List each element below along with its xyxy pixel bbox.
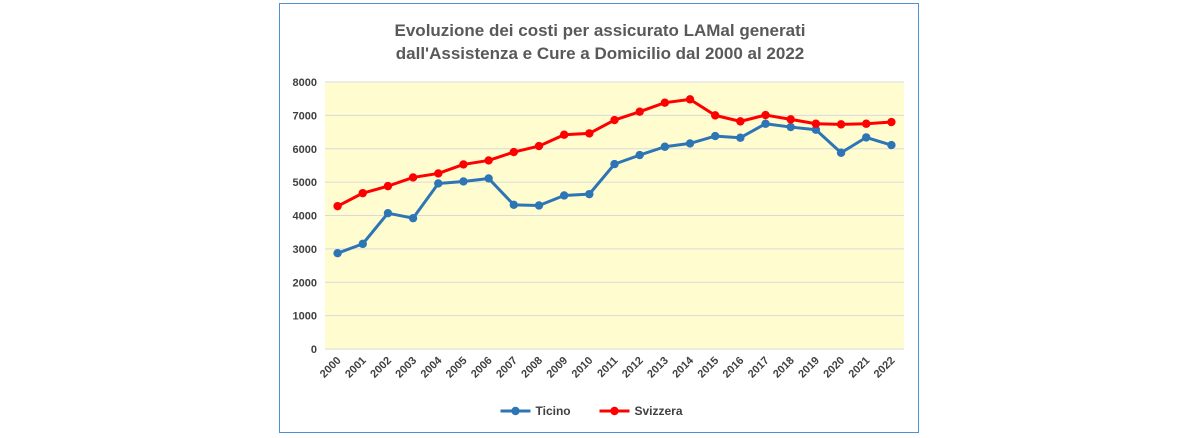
x-tick-label: 2000	[318, 355, 344, 381]
data-point	[610, 115, 619, 125]
chart-title-line-1: Evoluzione dei costi per assicurato LAMa…	[395, 21, 806, 40]
y-tick-label: 4000	[293, 211, 317, 223]
data-point	[559, 130, 569, 139]
legend-item-svizzera: Svizzera	[599, 404, 683, 418]
y-tick-label: 3000	[293, 244, 317, 256]
data-point	[358, 188, 367, 198]
data-point	[685, 139, 695, 148]
data-point	[710, 111, 720, 120]
x-tick-label: 2013	[645, 355, 671, 381]
x-tick-label: 2007	[494, 355, 520, 381]
data-point	[509, 147, 519, 157]
data-point	[761, 119, 770, 128]
y-tick-label: 5000	[293, 177, 317, 189]
data-point	[635, 150, 644, 160]
x-tick-label: 2010	[570, 355, 596, 381]
data-point	[710, 131, 720, 141]
y-tick-label: 6000	[293, 144, 317, 156]
x-tick-label: 2017	[746, 355, 772, 381]
data-point	[459, 177, 468, 186]
data-point	[736, 133, 745, 142]
data-point	[333, 249, 342, 258]
data-point	[484, 156, 493, 165]
data-point	[434, 179, 443, 188]
x-tick-label: 2008	[519, 355, 545, 381]
data-point	[811, 125, 821, 134]
data-point	[836, 148, 846, 157]
legend-marker	[511, 406, 520, 416]
data-point	[610, 159, 619, 169]
data-point	[358, 239, 367, 249]
gridlines	[325, 81, 904, 350]
data-point	[585, 129, 594, 138]
y-tick-label: 7000	[293, 110, 317, 122]
y-tick-label: 8000	[293, 77, 317, 89]
data-point	[585, 189, 594, 199]
x-tick-label: 2016	[721, 355, 747, 381]
x-tick-label: 2001	[343, 355, 369, 381]
data-point	[660, 98, 670, 107]
legend-item-ticino: Ticino	[500, 404, 571, 418]
data-point	[534, 201, 544, 210]
x-tick-label: 2002	[368, 355, 394, 381]
data-point	[408, 173, 418, 182]
data-point	[862, 119, 871, 128]
x-tick-label: 2009	[544, 355, 570, 381]
data-point	[887, 140, 896, 150]
series-ticino	[333, 119, 896, 258]
legend-label: Ticino	[536, 404, 571, 418]
data-point	[761, 110, 770, 120]
x-tick-label: 2012	[620, 355, 646, 381]
legend-label: Svizzera	[635, 404, 683, 418]
data-point	[383, 181, 393, 191]
y-tick-label: 0	[311, 344, 317, 356]
data-point	[408, 213, 418, 223]
data-point	[887, 117, 896, 127]
data-point	[862, 133, 871, 142]
x-tick-label: 2018	[771, 355, 797, 381]
legend-marker	[610, 406, 619, 416]
data-point	[509, 200, 519, 210]
y-tick-label: 1000	[293, 311, 317, 323]
data-point	[484, 174, 493, 183]
chart-frame: Evoluzione dei costi per assicurato LAMa…	[279, 3, 919, 433]
x-tick-label: 2015	[696, 355, 722, 381]
data-point	[333, 201, 342, 211]
data-point	[383, 208, 393, 218]
y-tick-label: 2000	[293, 277, 317, 289]
x-tick-label: 2005	[444, 355, 470, 381]
x-tick-label: 2014	[670, 354, 696, 380]
x-tick-label: 2003	[393, 355, 419, 381]
x-tick-label: 2020	[821, 355, 847, 381]
line-chart: Evoluzione dei costi per assicurato LAMa…	[293, 21, 904, 418]
data-point	[836, 120, 846, 129]
chart-title-line-2: dall'Assistenza e Cure a Domicilio dal 2…	[396, 44, 804, 63]
series-group	[333, 95, 896, 258]
data-point	[534, 141, 544, 151]
data-point	[635, 107, 644, 116]
y-axis-ticks: 0 1000 2000 3000 4000 5000 6000 7000 8000	[293, 77, 317, 356]
legend: Ticino Svizzera	[500, 404, 683, 418]
x-tick-label: 2021	[847, 355, 873, 381]
data-point	[786, 115, 795, 124]
data-point	[459, 160, 468, 169]
x-tick-label: 2006	[469, 355, 495, 381]
data-point	[434, 169, 443, 178]
x-axis-ticks: 2000 2001 2002 2003 2004 2005 2006 2007 2008 2009…	[318, 354, 898, 380]
x-tick-label: 2011	[595, 355, 620, 380]
data-point	[786, 122, 795, 132]
data-point	[685, 95, 695, 104]
x-tick-label: 2022	[872, 355, 898, 381]
data-point	[660, 142, 670, 151]
data-point	[736, 117, 745, 126]
x-tick-label: 2004	[419, 354, 445, 380]
x-tick-label: 2019	[796, 355, 822, 381]
data-point	[559, 191, 569, 200]
series-svizzera	[333, 95, 896, 211]
data-point	[811, 119, 821, 128]
